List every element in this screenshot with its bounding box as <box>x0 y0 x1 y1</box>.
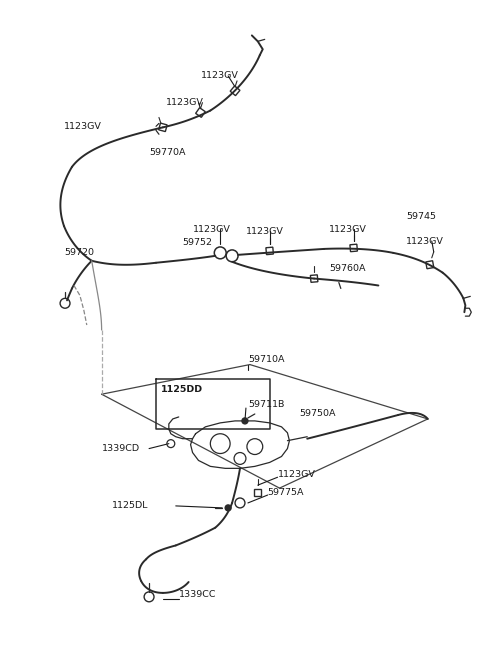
Text: 59760A: 59760A <box>329 264 365 273</box>
Text: 59711B: 59711B <box>248 400 284 409</box>
Text: 59750A: 59750A <box>300 409 336 419</box>
Bar <box>311 275 318 282</box>
Text: 1125DD: 1125DD <box>161 384 203 394</box>
Text: 1123GV: 1123GV <box>329 225 367 234</box>
Text: 59710A: 59710A <box>248 355 285 364</box>
Text: 1339CD: 1339CD <box>102 444 140 453</box>
Text: 1123GV: 1123GV <box>64 122 102 131</box>
Text: 1125DL: 1125DL <box>111 502 148 510</box>
Text: 59752: 59752 <box>183 238 213 248</box>
Text: 1123GV: 1123GV <box>277 470 315 479</box>
Bar <box>266 247 274 255</box>
Text: 59770A: 59770A <box>149 147 186 157</box>
Circle shape <box>242 418 248 424</box>
Text: 1123GV: 1123GV <box>166 98 204 107</box>
Bar <box>254 489 261 496</box>
Bar <box>230 86 240 96</box>
Text: 1123GV: 1123GV <box>406 236 444 246</box>
Text: 1123GV: 1123GV <box>192 225 230 234</box>
Bar <box>196 107 205 117</box>
Bar <box>350 244 358 252</box>
Circle shape <box>225 505 231 511</box>
Text: 59720: 59720 <box>64 248 94 257</box>
Bar <box>426 261 434 269</box>
Text: 1123GV: 1123GV <box>201 71 239 81</box>
Text: 59745: 59745 <box>406 212 436 221</box>
Text: 1123GV: 1123GV <box>246 227 284 236</box>
Text: 59775A: 59775A <box>268 487 304 496</box>
Text: 1339CC: 1339CC <box>179 590 216 599</box>
Bar <box>159 123 167 132</box>
